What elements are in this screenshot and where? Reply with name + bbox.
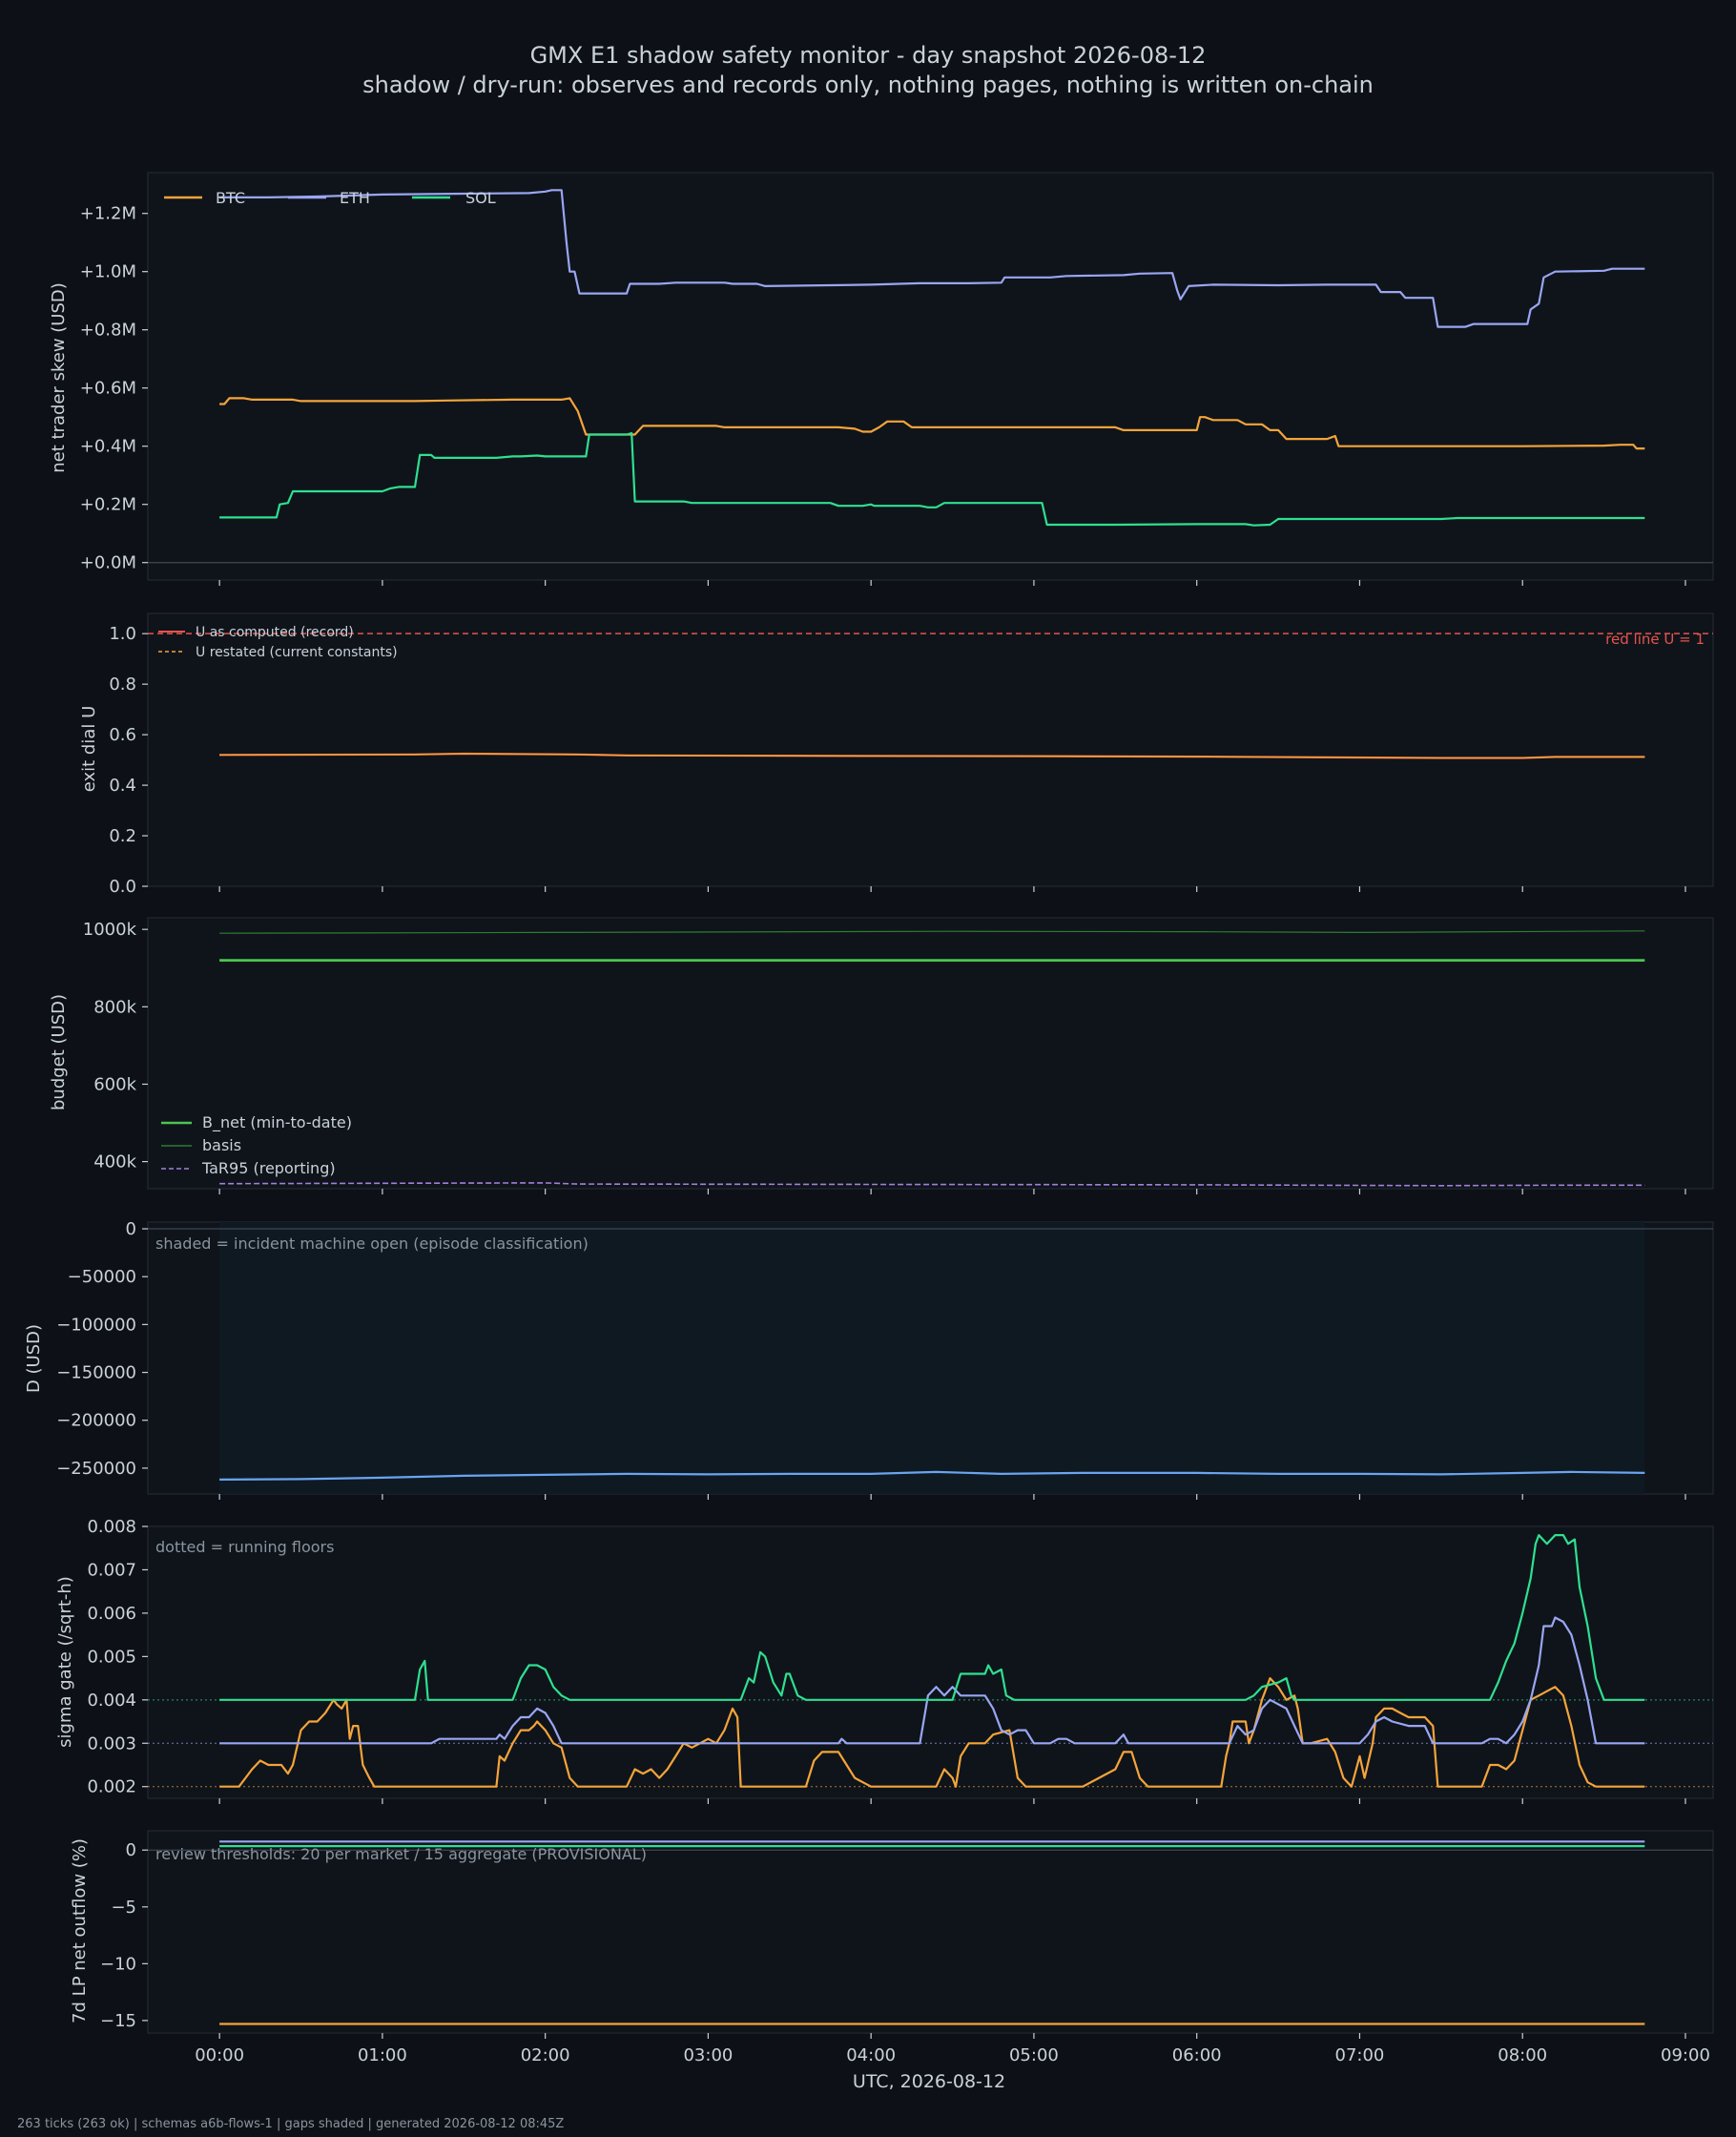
panel-d: 0 −50000 −100000 −150000 −200000 −250000 D (U… [24,1219,1714,1500]
ytick-label: 0.004 [87,1691,136,1711]
ytick-label: −5 [111,1898,136,1918]
ytick-label: 0.2 [109,826,136,846]
plot-area [147,612,1714,887]
ylabel-d: D (USD) [24,1324,44,1393]
series-line-basis [219,930,1645,934]
xtick-label: 07:00 [1335,2045,1385,2065]
ytick-label: 0 [126,1840,136,1860]
series-line-d [219,1470,1645,1482]
legend-label-u-computed: U as computed (record) [196,625,354,640]
annotation-red-line: red line U = 1 [1605,631,1705,648]
plot-area [147,172,1714,581]
note-running-floors: dotted = running floors [155,1538,334,1556]
legend-label-tar95: TaR95 (reporting) [201,1159,336,1177]
xtick-label: 05:00 [1009,2045,1059,2065]
panel-lp-outflow: 0 −5 −10 −15 7d LP net outflow (%) review t… [70,1830,1714,2039]
ytick-label: 0.0 [109,877,136,897]
chart-subtitle: shadow / dry-run: observes and records o… [362,72,1374,98]
ytick-label: −50000 [68,1267,136,1287]
legend-label-eth: ETH [340,189,370,207]
ytick-label: −250000 [56,1459,136,1479]
ylabel-skew: net trader skew (USD) [49,282,69,473]
legend-budget: B_net (min-to-date) basis TaR95 (reporti… [161,1113,352,1177]
panel-exit-dial: 0.0 0.2 0.4 0.6 0.8 1.0 exit dial U U as comp… [79,612,1714,897]
chart-title: GMX E1 shadow safety monitor - day snaps… [530,42,1207,69]
ylabel-sigma-gate: sigma gate (/sqrt-h) [55,1576,75,1748]
panel-skew: +0.0M +0.2M +0.4M +0.6M +0.8M +1.0M +1.2M net … [49,172,1714,586]
xtick-label: 01:00 [358,2045,407,2065]
ytick-label: 0.6 [109,725,136,745]
xtick-label: 02:00 [521,2045,570,2065]
note-review-thresholds: review thresholds: 20 per market / 15 ag… [155,1845,647,1863]
ytick-label: 1000k [83,920,137,940]
series-line-tar95-reporting [219,1182,1645,1187]
ytick-label: 0.003 [87,1733,136,1753]
ytick-label: 0.008 [87,1517,136,1537]
legend-exit-dial: U as computed (record) U restated (curre… [158,625,398,660]
legend-label-sol: SOL [465,189,496,207]
ylabel-budget: budget (USD) [49,994,69,1110]
ytick-label: −15 [100,2011,136,2031]
ytick-label: 0 [126,1219,136,1239]
ytick-label: 0.005 [87,1647,136,1667]
ytick-label: 0.4 [109,776,136,796]
ytick-label: 0.002 [87,1777,136,1797]
legend-label-basis: basis [202,1136,241,1154]
series-line-u-restated-current-constants [219,753,1645,759]
ytick-label: −200000 [56,1411,136,1431]
ylabel-lp-outflow: 7d LP net outflow (%) [70,1838,90,2023]
ytick-label: 0.007 [87,1560,136,1580]
legend-label-b-net: B_net (min-to-date) [202,1113,352,1132]
legend-label-btc: BTC [216,189,245,207]
xtick-label: 03:00 [683,2045,733,2065]
plot-area [147,1525,1714,1799]
footer-status: 263 ticks (263 ok) | schemas a6b-flows-1… [17,2117,564,2131]
plot-area [147,1830,1714,2034]
ytick-label: +0.6M [80,379,136,399]
ytick-label: +0.4M [80,437,136,457]
ytick-label: 0.8 [109,674,136,695]
series-line-eth [219,1616,1645,1745]
note-incident-shading: shaded = incident machine open (episode … [155,1234,589,1253]
series-line-btc [219,397,1645,450]
ytick-label: 600k [93,1074,136,1094]
xtick-label: 09:00 [1661,2045,1710,2065]
xtick-label: 00:00 [195,2045,244,2065]
ytick-label: +0.2M [80,495,136,515]
ytick-label: −150000 [56,1363,136,1383]
series-line-sol [219,1533,1645,1701]
series-line-eth [219,189,1645,328]
panel-sigma-gate: 0.002 0.003 0.004 0.005 0.006 0.007 0.008 sigm… [55,1517,1714,1804]
plot-area [147,917,1714,1190]
legend-skew: BTC ETH SOL [164,189,496,207]
series-line-sol [219,431,1645,527]
ytick-label: +0.8M [80,321,136,341]
panel-budget: 400k 600k 800k 1000k budget (USD) B_net (mi… [49,917,1714,1194]
incident-shade [219,1222,1645,1494]
ytick-label: 800k [93,997,136,1017]
ytick-label: −10 [100,1954,136,1974]
ytick-label: 400k [93,1152,136,1172]
legend-label-u-restated: U restated (current constants) [196,645,398,660]
ytick-label: 1.0 [109,624,136,644]
xtick-label: 08:00 [1498,2045,1547,2065]
ytick-label: +1.0M [80,262,136,282]
ytick-label: 0.006 [87,1604,136,1624]
xaxis-label: UTC, 2026-08-12 [853,2071,1005,2092]
ytick-label: +1.2M [80,204,136,224]
xtick-label: 04:00 [846,2045,896,2065]
xtick-label: 06:00 [1172,2045,1222,2065]
ytick-label: +0.0M [80,553,136,573]
series-line-btc [219,1676,1645,1788]
ylabel-exit-dial: exit dial U [79,706,99,793]
ytick-label: −100000 [56,1315,136,1335]
